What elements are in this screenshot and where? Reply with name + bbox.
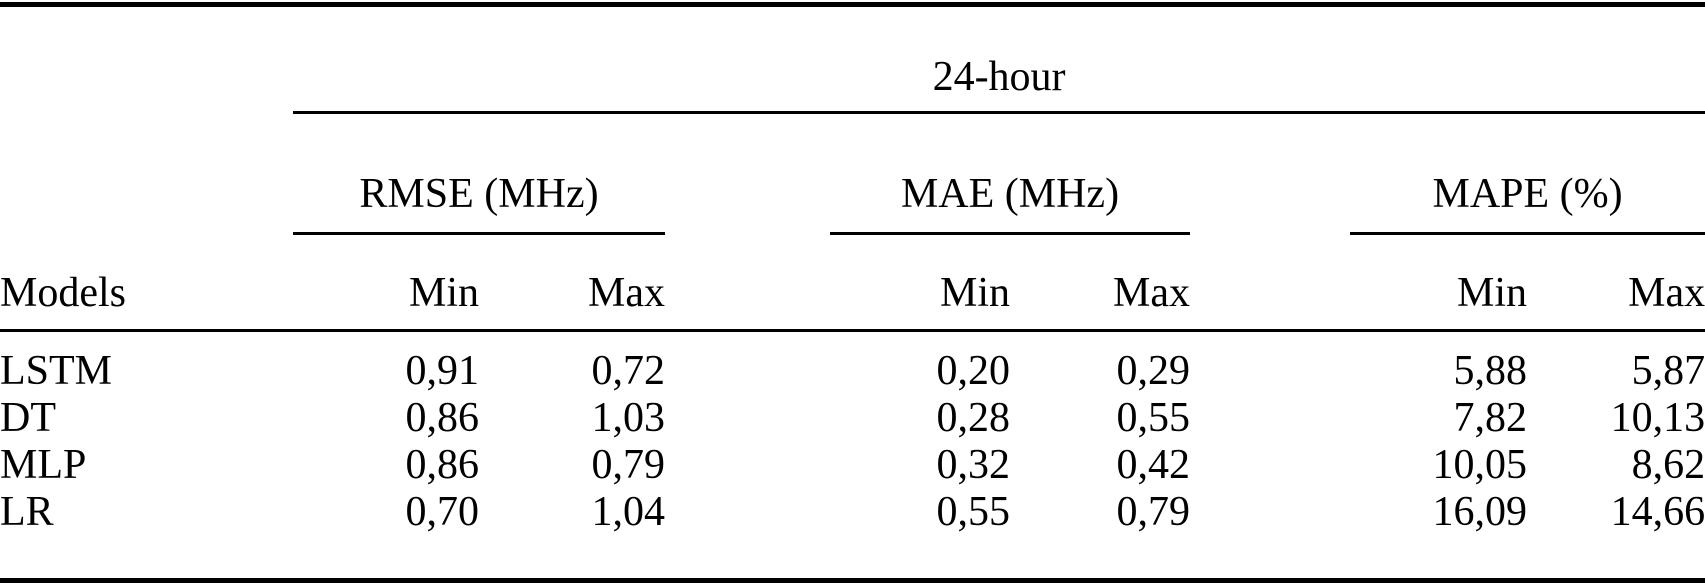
empty-corner-cell (0, 5, 293, 113)
model-name-cell: LR (0, 489, 54, 536)
table-row-lr: LR 0,70 1,04 0,55 0,79 16,09 14,66 (0, 489, 1705, 581)
mae-min-header: Min (830, 233, 1010, 332)
rmse-max-value: 0,79 (591, 442, 666, 489)
rmse-min-value: 0,70 (405, 489, 480, 536)
group-header-row: RMSE (MHz) MAE (MHz) MAPE (%) (0, 112, 1705, 235)
rmse-min-value: 0,91 (405, 348, 480, 394)
mape-max-value: 10,13 (1610, 395, 1705, 442)
mape-min-header: Min (1350, 233, 1527, 332)
model-name-cell: DT (0, 395, 56, 442)
group-gap (1190, 113, 1350, 234)
subheader-row: Models Min Max Min Max Min Max (0, 233, 1705, 332)
mae-min-value: 0,32 (936, 442, 1011, 489)
mape-max-header: Max (1527, 233, 1705, 332)
model-name-cell: LSTM (0, 348, 113, 394)
mae-min-value: 0,28 (936, 395, 1011, 442)
group-gap (1190, 489, 1350, 581)
mape-max-value: 5,87 (1631, 348, 1705, 394)
group-header-mape: MAPE (%) (1350, 112, 1705, 235)
rmse-max-value: 1,04 (591, 489, 666, 536)
group-gap (665, 489, 830, 581)
group-gap (1190, 233, 1350, 332)
group-gap (665, 395, 830, 442)
mape-max-value: 14,66 (1610, 489, 1705, 536)
mape-min-value: 7,82 (1453, 395, 1528, 442)
mae-max-value: 0,29 (1116, 348, 1191, 394)
group-gap (1190, 331, 1350, 396)
group-gap (1190, 442, 1350, 489)
span-header-24hour: 24-hour (293, 4, 1705, 114)
mape-max-value: 8,62 (1631, 442, 1705, 489)
group-gap (1190, 395, 1350, 442)
mae-max-value: 0,55 (1116, 395, 1191, 442)
mae-min-value: 0,20 (936, 348, 1011, 394)
mae-max-value: 0,79 (1116, 489, 1191, 536)
models-column-header: Models (0, 233, 293, 332)
rmse-max-header: Max (479, 233, 665, 332)
rmse-min-value: 0,86 (405, 442, 480, 489)
mape-min-value: 5,88 (1453, 348, 1528, 394)
rmse-min-value: 0,86 (405, 395, 480, 442)
group-gap (665, 331, 830, 396)
rmse-max-value: 0,72 (591, 348, 666, 394)
mae-min-value: 0,55 (936, 489, 1011, 536)
table-row-lstm: LSTM 0,91 0,72 0,20 0,29 5,88 5,87 (0, 331, 1705, 396)
mape-min-value: 10,05 (1432, 442, 1528, 489)
mae-max-header: Max (1010, 233, 1190, 332)
group-gap (665, 113, 830, 234)
group-header-rmse: RMSE (MHz) (293, 112, 665, 235)
group-gap (665, 233, 830, 332)
group-gap (665, 442, 830, 489)
rmse-max-value: 1,03 (591, 395, 666, 442)
mape-min-value: 16,09 (1432, 489, 1528, 536)
span-header-row: 24-hour (0, 4, 1705, 114)
rmse-min-header: Min (293, 233, 479, 332)
table-row-mlp: MLP 0,86 0,79 0,32 0,42 10,05 8,62 (0, 442, 1705, 489)
table-row-dt: DT 0,86 1,03 0,28 0,55 7,82 10,13 (0, 395, 1705, 442)
group-header-mae: MAE (MHz) (830, 112, 1190, 235)
empty-cell (0, 113, 293, 234)
model-name-cell: MLP (0, 442, 87, 489)
mae-max-value: 0,42 (1116, 442, 1191, 489)
